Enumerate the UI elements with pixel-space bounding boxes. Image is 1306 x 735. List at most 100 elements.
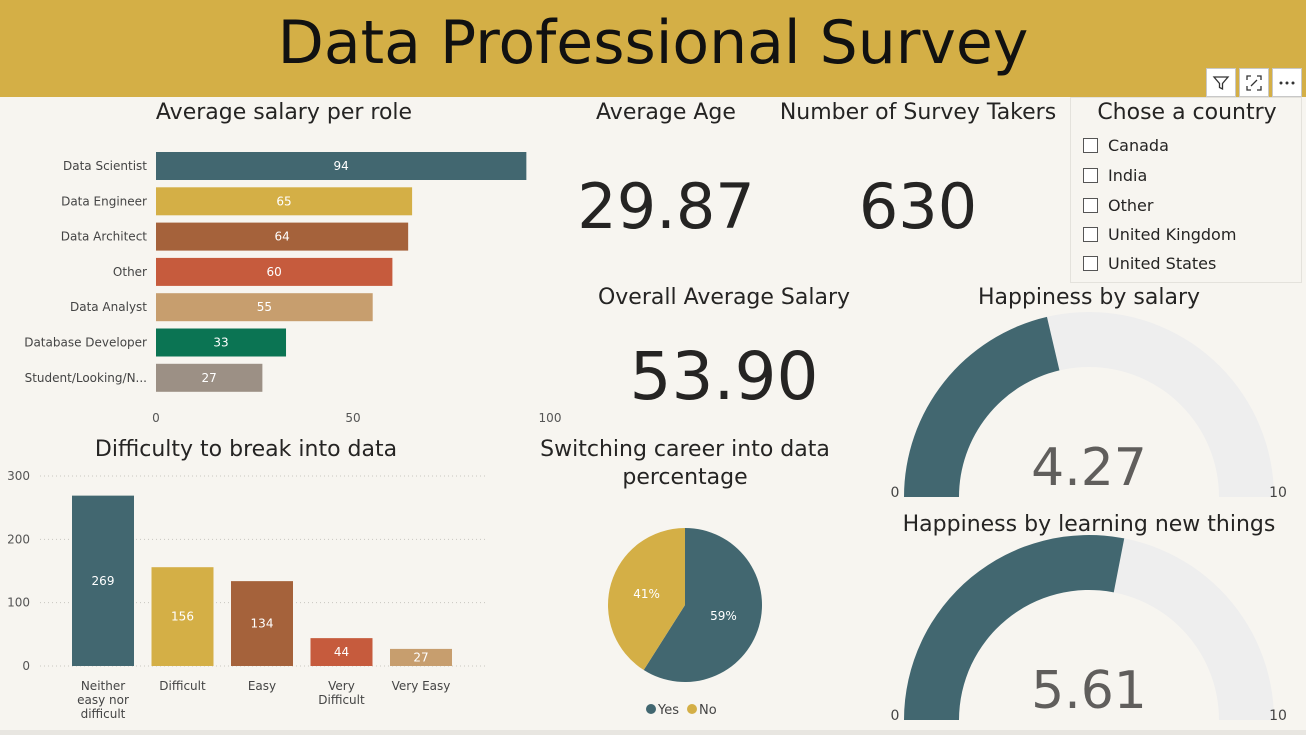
bar-category-label: Data Engineer xyxy=(61,194,147,208)
dashboard-title: Data Professional Survey xyxy=(277,8,1029,78)
survey-takers-value: 630 xyxy=(858,170,978,243)
survey-takers-title: Number of Survey Takers xyxy=(779,100,1057,125)
bar-data-label: 156 xyxy=(171,610,194,624)
gauge-min-label: 0 xyxy=(891,485,900,501)
overall-salary-value: 53.90 xyxy=(629,338,819,415)
country-option-label: United Kingdom xyxy=(1108,225,1237,244)
filter-button[interactable] xyxy=(1206,68,1236,97)
pie-slice xyxy=(608,528,685,671)
page-bottom-strip xyxy=(0,730,1306,735)
salary-bar xyxy=(156,293,373,322)
bar-data-label: 60 xyxy=(267,265,282,279)
salary-bar xyxy=(156,187,413,216)
country-option-label: India xyxy=(1108,166,1148,185)
bar-data-label: 94 xyxy=(334,159,349,173)
pie-data-label: 41% xyxy=(633,587,660,601)
bar-data-label: 27 xyxy=(202,371,217,385)
country-option-united-kingdom[interactable]: United Kingdom xyxy=(1083,225,1236,244)
country-option-label: Canada xyxy=(1108,136,1169,155)
x-category-label: easy nor xyxy=(77,693,129,707)
gauge-fill xyxy=(904,316,1060,497)
country-option-label: United States xyxy=(1108,254,1217,273)
overall-salary-title: Overall Average Salary xyxy=(597,285,851,310)
legend-swatch xyxy=(646,704,656,714)
bar-data-label: 27 xyxy=(413,650,428,664)
salary-bar xyxy=(156,257,393,286)
pie-legend: Yes No xyxy=(646,703,717,718)
country-option-other[interactable]: Other xyxy=(1083,196,1153,215)
country-option-label: Other xyxy=(1108,196,1154,215)
header-bar: Data Professional Survey xyxy=(0,0,1306,97)
more-options-button[interactable] xyxy=(1272,68,1302,97)
focus-mode-button[interactable] xyxy=(1239,68,1269,97)
y-tick-label: 100 xyxy=(7,596,30,610)
x-category-label: Easy xyxy=(248,679,276,693)
x-tick-label: 50 xyxy=(345,411,360,425)
checkbox[interactable] xyxy=(1083,227,1098,242)
gauge-value-label: 4.27 xyxy=(1031,438,1147,498)
filter-icon xyxy=(1212,75,1230,90)
bar-data-label: 44 xyxy=(334,645,349,659)
legend-item-yes: Yes xyxy=(646,703,679,718)
checkbox[interactable] xyxy=(1083,168,1098,183)
salary-bar xyxy=(156,152,527,180)
gauge-max-label: 10 xyxy=(1269,708,1287,724)
checkbox[interactable] xyxy=(1083,256,1098,271)
salary-bar xyxy=(156,222,409,251)
average-age-title: Average Age xyxy=(596,100,736,125)
x-category-label: Very xyxy=(328,679,355,693)
switching-pie-chart: 59% 41% xyxy=(608,528,762,682)
pie-data-label: 59% xyxy=(710,609,737,623)
salary-role-title: Average salary per role xyxy=(155,100,413,125)
bar-category-label: Data Scientist xyxy=(63,159,147,173)
difficulty-bar xyxy=(231,581,293,666)
legend-swatch xyxy=(687,704,697,714)
x-category-label: difficult xyxy=(81,707,126,721)
bar-data-label: 134 xyxy=(251,617,274,631)
happiness-learning-gauge: 5.61 0 10 xyxy=(891,535,1287,724)
difficulty-title: Difficulty to break into data xyxy=(94,437,398,462)
y-tick-label: 300 xyxy=(7,469,30,483)
pie-slice xyxy=(643,528,762,682)
salary-bar xyxy=(156,328,287,357)
legend-label: Yes xyxy=(658,703,679,718)
bar-data-label: 33 xyxy=(213,336,228,350)
x-tick-label: 0 xyxy=(152,411,160,425)
country-option-canada[interactable]: Canada xyxy=(1083,136,1169,155)
bar-data-label: 55 xyxy=(257,300,272,314)
gauge-min-label: 0 xyxy=(891,708,900,724)
difficulty-bar xyxy=(390,648,452,666)
switching-title-line-1: Switching career into data xyxy=(540,437,830,462)
average-age-value: 29.87 xyxy=(577,170,755,243)
bar-category-label: Database Developer xyxy=(24,336,147,350)
country-slicer-title: Chose a country xyxy=(1097,100,1277,125)
x-tick-label: 100 xyxy=(539,411,562,425)
bar-data-label: 65 xyxy=(276,194,291,208)
bar-category-label: Data Architect xyxy=(61,230,148,244)
country-slicer: Chose a country Canada India Other Unite… xyxy=(1070,97,1302,283)
happiness-salary-gauge: 4.27 0 10 xyxy=(891,312,1287,501)
switching-title-line-2: percentage xyxy=(622,465,748,490)
country-option-india[interactable]: India xyxy=(1083,166,1147,185)
salary-role-chart: Data Scientist 94 Data Engineer 65 Data Arch… xyxy=(24,152,562,425)
y-tick-label: 0 xyxy=(22,659,30,673)
checkbox[interactable] xyxy=(1083,138,1098,153)
y-tick-label: 200 xyxy=(7,532,30,546)
x-category-label: Difficult xyxy=(318,693,365,707)
bar-category-label: Data Analyst xyxy=(70,300,147,314)
bar-data-label: 269 xyxy=(92,574,115,588)
focus-mode-icon xyxy=(1246,74,1262,91)
country-option-united-states[interactable]: United States xyxy=(1083,254,1216,273)
bar-data-label: 64 xyxy=(274,230,289,244)
legend-item-no: No xyxy=(687,703,717,718)
difficulty-bar xyxy=(72,495,134,666)
more-options-icon xyxy=(1279,81,1295,84)
bar-category-label: Other xyxy=(113,265,147,279)
gauge-max-label: 10 xyxy=(1269,485,1287,501)
legend-label: No xyxy=(699,703,717,718)
difficulty-bar xyxy=(151,567,214,666)
happiness-salary-title: Happiness by salary xyxy=(977,285,1201,310)
checkbox[interactable] xyxy=(1083,198,1098,213)
happiness-learning-title: Happiness by learning new things xyxy=(902,512,1276,537)
